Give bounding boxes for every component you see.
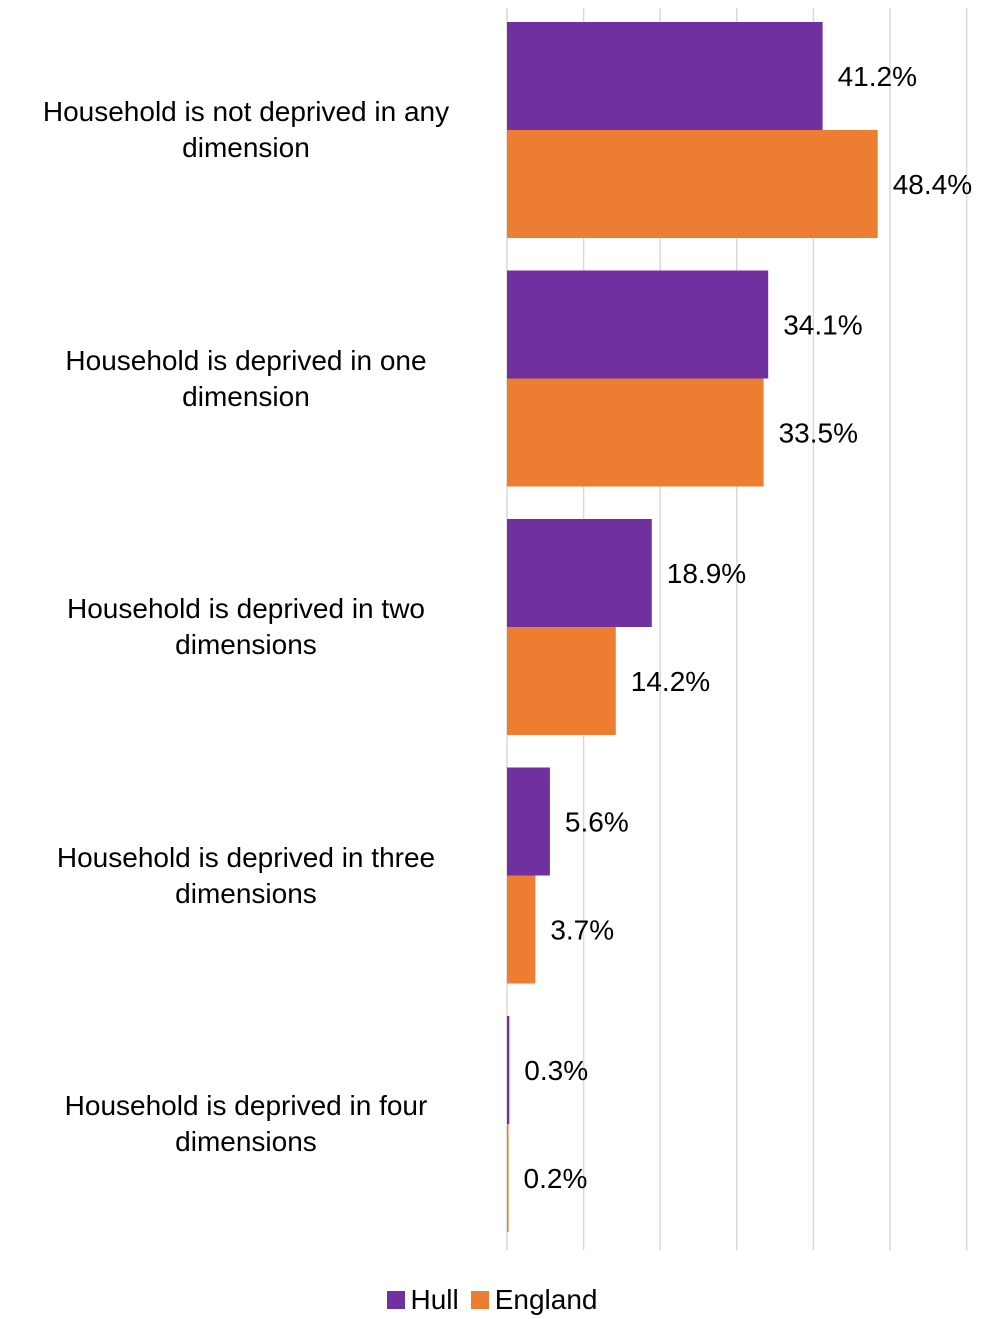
data-label-hull-0: 41.2%	[838, 61, 917, 92]
data-label-hull-3: 5.6%	[565, 807, 629, 838]
bar-hull-2	[507, 519, 652, 627]
legend-swatch-hull	[386, 1291, 405, 1309]
data-label-england-0: 48.4%	[893, 169, 972, 200]
legend-label-hull: Hull	[410, 1284, 459, 1315]
bar-hull-4	[507, 1016, 510, 1124]
bar-england-2	[507, 627, 616, 735]
legend: Hull England	[0, 1284, 984, 1316]
category-label-3: Household is deprived in three dimensions	[56, 841, 436, 909]
category-label-2: Household is deprived in two dimensions	[67, 593, 425, 660]
bar-hull-0	[507, 22, 823, 130]
category-label-1: Household is deprived in one dimension	[65, 344, 427, 412]
data-label-england-1: 33.5%	[779, 418, 858, 449]
category-label-0: Household is not deprived in any dimensio…	[42, 96, 450, 163]
category-label-4: Household is deprived in four dimensions	[64, 1090, 428, 1157]
legend-item-hull: Hull	[386, 1284, 459, 1316]
data-label-england-2: 14.2%	[631, 666, 710, 697]
legend-label-england: England	[494, 1284, 598, 1315]
legend-item-england: England	[470, 1284, 598, 1316]
bars	[507, 22, 878, 1232]
data-label-england-3: 3.7%	[550, 915, 614, 946]
data-label-hull-2: 18.9%	[667, 558, 746, 589]
bar-england-4	[507, 1124, 509, 1232]
data-label-england-4: 0.2%	[524, 1163, 588, 1194]
data-label-hull-1: 34.1%	[783, 310, 862, 341]
bar-england-3	[507, 875, 536, 984]
data-labels: 41.2% 48.4% 34.1% 33.5% 18.9% 14.2% 5.6% 3.7% 0.…	[524, 61, 973, 1194]
bar-england-1	[507, 378, 764, 487]
bar-england-0	[507, 130, 878, 238]
bar-hull-3	[507, 767, 550, 876]
legend-swatch-england	[470, 1291, 489, 1309]
data-label-hull-4: 0.3%	[524, 1055, 588, 1086]
bar-hull-1	[507, 270, 769, 379]
